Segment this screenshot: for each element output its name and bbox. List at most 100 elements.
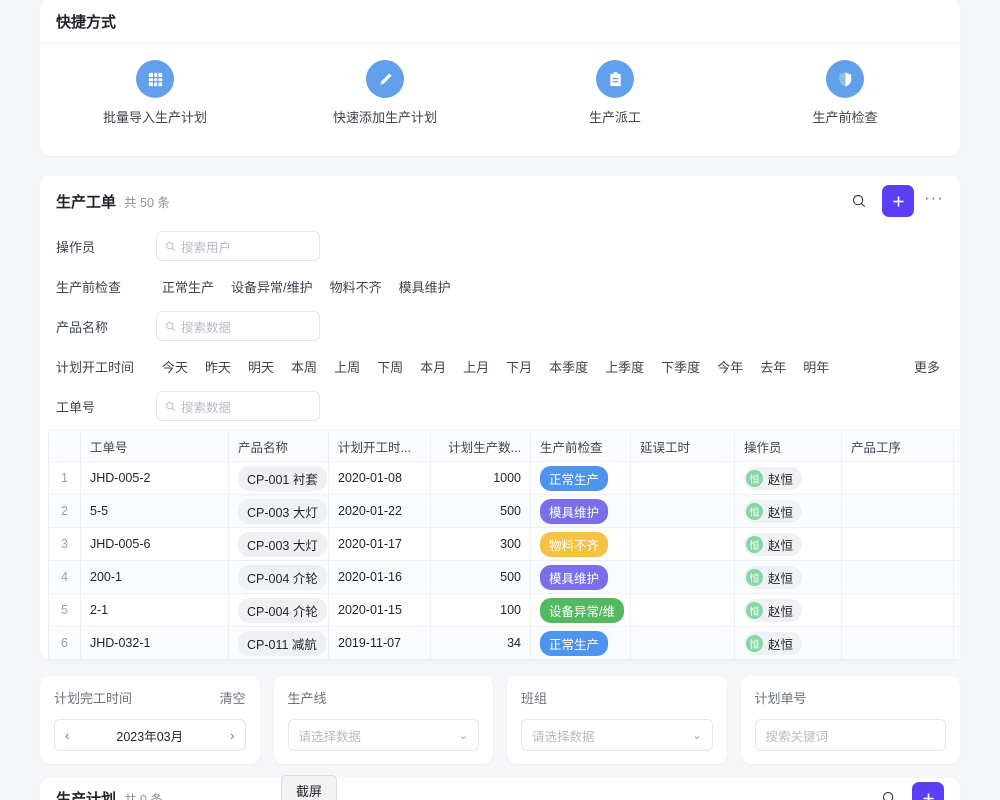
- cell-order-no[interactable]: 2-1: [80, 593, 229, 627]
- cell-precheck[interactable]: 正常生产: [530, 626, 631, 660]
- cell-start-date[interactable]: 2020-01-15: [328, 593, 431, 627]
- cell-mold[interactable]: [953, 527, 960, 561]
- month-picker[interactable]: ‹ 2023年03月 ›: [54, 719, 246, 751]
- cell-order-no[interactable]: JHD-005-6: [80, 527, 229, 561]
- cell-operator[interactable]: 恒赵恒: [734, 494, 842, 528]
- prev-month-icon[interactable]: ‹: [65, 727, 70, 743]
- cell-order-no[interactable]: JHD-005-2: [80, 461, 229, 495]
- cell-mold[interactable]: [953, 494, 960, 528]
- cell-qty[interactable]: 500: [430, 560, 531, 594]
- cell-order-no[interactable]: JHD-032-1: [80, 626, 229, 660]
- cell-product[interactable]: CP-004 介轮: [228, 560, 329, 594]
- cell-mold[interactable]: [953, 560, 960, 594]
- cell-precheck[interactable]: 设备异常/维: [530, 593, 631, 627]
- cell-delay-hours[interactable]: [630, 626, 735, 660]
- time-option-this-year[interactable]: 今年: [717, 359, 744, 375]
- col-order-no[interactable]: 工单号: [80, 430, 229, 462]
- time-option-last-quarter[interactable]: 上季度: [605, 359, 645, 375]
- cell-operator[interactable]: 恒赵恒: [734, 593, 842, 627]
- more-filters-link[interactable]: 更多: [913, 359, 940, 375]
- time-option-next-month[interactable]: 下月: [506, 359, 533, 375]
- team-select[interactable]: 请选择数据 ⌄: [521, 719, 713, 751]
- shortcut-batch-import[interactable]: 批量导入生产计划: [40, 60, 270, 126]
- production-line-select[interactable]: 请选择数据 ⌄: [287, 719, 479, 751]
- shortcut-quick-add[interactable]: 快速添加生产计划: [270, 60, 500, 126]
- precheck-option-normal[interactable]: 正常生产: [162, 279, 215, 295]
- cell-operator[interactable]: 恒赵恒: [734, 527, 842, 561]
- cell-start-date[interactable]: 2020-01-22: [328, 494, 431, 528]
- cell-qty[interactable]: 1000: [430, 461, 531, 495]
- cell-start-date[interactable]: 2020-01-08: [328, 461, 431, 495]
- time-option-yesterday[interactable]: 昨天: [205, 359, 232, 375]
- cell-qty[interactable]: 34: [430, 626, 531, 660]
- product-search-input[interactable]: 搜索数据: [156, 311, 320, 341]
- cell-product[interactable]: CP-001 衬套: [228, 461, 329, 495]
- time-option-this-week[interactable]: 本周: [291, 359, 318, 375]
- time-option-last-month[interactable]: 上月: [463, 359, 490, 375]
- cell-order-no[interactable]: 200-1: [80, 560, 229, 594]
- cell-delay-hours[interactable]: [630, 527, 735, 561]
- cell-operator[interactable]: 恒赵恒: [734, 626, 842, 660]
- work-order-table-wrap[interactable]: 工单号 产品名称 计划开工时... 计划生产数... 生产前检查 延误工时 操作…: [40, 430, 960, 660]
- time-option-this-month[interactable]: 本月: [420, 359, 447, 375]
- cell-qty[interactable]: 500: [430, 494, 531, 528]
- cell-process[interactable]: [841, 461, 954, 495]
- table-row[interactable]: 2 5-5 CP-003 大灯 2020-01-22 500 模具维护 恒赵恒: [48, 494, 960, 528]
- cell-process[interactable]: [841, 560, 954, 594]
- plan-no-input[interactable]: 搜索关键词: [754, 719, 946, 751]
- cell-mold[interactable]: [953, 461, 960, 495]
- time-option-tomorrow[interactable]: 明天: [248, 359, 275, 375]
- cell-qty[interactable]: 100: [430, 593, 531, 627]
- time-option-last-week[interactable]: 上周: [334, 359, 361, 375]
- cell-delay-hours[interactable]: [630, 494, 735, 528]
- table-row[interactable]: 5 2-1 CP-004 介轮 2020-01-15 100 设备异常/维 恒赵恒: [48, 593, 960, 627]
- time-option-last-year[interactable]: 去年: [760, 359, 787, 375]
- cell-mold[interactable]: [953, 593, 960, 627]
- time-option-this-quarter[interactable]: 本季度: [549, 359, 589, 375]
- precheck-option-mold[interactable]: 模具维护: [398, 279, 451, 295]
- col-operator[interactable]: 操作员: [734, 430, 842, 462]
- next-month-icon[interactable]: ›: [230, 727, 235, 743]
- clear-button[interactable]: 清空: [219, 691, 246, 706]
- cell-precheck[interactable]: 模具维护: [530, 494, 631, 528]
- cell-qty[interactable]: 300: [430, 527, 531, 561]
- search-icon[interactable]: [846, 188, 872, 214]
- col-process[interactable]: 产品工序: [841, 430, 954, 462]
- order-no-search-input[interactable]: 搜索数据: [156, 391, 320, 421]
- time-option-next-quarter[interactable]: 下季度: [661, 359, 701, 375]
- cell-process[interactable]: [841, 494, 954, 528]
- shortcut-dispatch[interactable]: 生产派工: [500, 60, 730, 126]
- cell-operator[interactable]: 恒赵恒: [734, 461, 842, 495]
- table-row[interactable]: 4 200-1 CP-004 介轮 2020-01-16 500 模具维护 恒赵恒: [48, 560, 960, 594]
- search-icon[interactable]: [876, 785, 902, 800]
- cell-delay-hours[interactable]: [630, 560, 735, 594]
- cell-process[interactable]: [841, 593, 954, 627]
- cell-product[interactable]: CP-003 大灯: [228, 527, 329, 561]
- cell-precheck[interactable]: 物料不齐: [530, 527, 631, 561]
- add-button[interactable]: [882, 185, 915, 217]
- cell-product[interactable]: CP-003 大灯: [228, 494, 329, 528]
- cell-process[interactable]: [841, 527, 954, 561]
- cell-process[interactable]: [841, 626, 954, 660]
- cell-start-date[interactable]: 2020-01-17: [328, 527, 431, 561]
- col-qty[interactable]: 计划生产数...: [430, 430, 531, 462]
- cell-precheck[interactable]: 模具维护: [530, 560, 631, 594]
- time-option-next-week[interactable]: 下周: [377, 359, 404, 375]
- cell-start-date[interactable]: 2020-01-16: [328, 560, 431, 594]
- cell-operator[interactable]: 恒赵恒: [734, 560, 842, 594]
- cell-delay-hours[interactable]: [630, 593, 735, 627]
- cell-start-date[interactable]: 2019-11-07: [328, 626, 431, 660]
- cell-precheck[interactable]: 正常生产: [530, 461, 631, 495]
- add-button[interactable]: [912, 782, 944, 800]
- col-precheck[interactable]: 生产前检查: [530, 430, 631, 462]
- table-row[interactable]: 3 JHD-005-6 CP-003 大灯 2020-01-17 300 物料不齐 恒赵恒: [48, 527, 960, 561]
- cell-delay-hours[interactable]: [630, 461, 735, 495]
- shortcut-precheck[interactable]: 生产前检查: [730, 60, 960, 126]
- cell-product[interactable]: CP-011 减航: [228, 626, 329, 660]
- table-row[interactable]: 1 JHD-005-2 CP-001 衬套 2020-01-08 1000 正常生产 恒赵恒: [48, 461, 960, 495]
- precheck-option-equipment[interactable]: 设备异常/维护: [231, 279, 313, 295]
- table-row[interactable]: 6 JHD-032-1 CP-011 减航 2019-11-07 34 正常生产 恒赵恒: [48, 626, 960, 660]
- col-start-date[interactable]: 计划开工时...: [328, 430, 431, 462]
- operator-search-input[interactable]: 搜索用户: [156, 231, 320, 261]
- time-option-today[interactable]: 今天: [162, 359, 189, 375]
